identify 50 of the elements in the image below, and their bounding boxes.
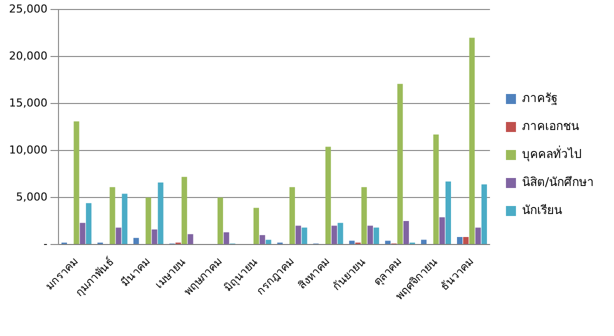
bar <box>403 220 409 244</box>
bar <box>446 182 451 244</box>
bar <box>86 203 92 244</box>
bar <box>133 238 139 244</box>
bar <box>332 226 338 244</box>
bar <box>439 217 445 244</box>
bar <box>218 198 224 244</box>
bar <box>457 236 463 244</box>
bar <box>325 146 331 244</box>
bar <box>433 134 439 244</box>
legend-label: บุคคลทั่วไป <box>522 145 582 162</box>
bar <box>361 187 367 244</box>
bar <box>266 240 272 244</box>
bar <box>80 222 86 244</box>
legend-label: ภาครัฐ <box>522 91 558 106</box>
legend-label: ภาคเอกชน <box>522 119 579 134</box>
bar <box>260 235 266 244</box>
bar <box>475 228 481 244</box>
bar <box>253 208 259 244</box>
y-tick-label: 25,000 <box>8 2 48 16</box>
y-tick-label: 15,000 <box>8 96 48 110</box>
bar <box>158 182 164 244</box>
bar <box>367 226 373 244</box>
bar <box>146 198 152 244</box>
bar <box>74 121 80 244</box>
bar <box>421 240 427 244</box>
legend-label: นักเรียน <box>522 203 562 218</box>
bar <box>116 228 122 244</box>
bar <box>397 84 403 244</box>
y-tick-label: 5,000 <box>16 190 48 204</box>
bar <box>289 187 295 244</box>
bar <box>188 234 194 244</box>
bar <box>463 236 469 244</box>
bar <box>338 222 344 244</box>
bar <box>122 194 128 244</box>
bar <box>224 232 230 244</box>
bar <box>110 187 116 244</box>
legend-label: นิสิต/นักศึกษา <box>522 175 594 190</box>
y-tick-label: 20,000 <box>8 49 48 62</box>
bar <box>182 176 188 244</box>
bar <box>374 228 380 244</box>
bar <box>385 240 391 244</box>
y-tick-label: 10,000 <box>8 143 48 156</box>
bar <box>481 184 487 244</box>
bar <box>296 226 302 244</box>
bar <box>349 240 355 244</box>
bar <box>469 38 475 244</box>
bar <box>302 228 308 244</box>
bar <box>152 229 158 244</box>
y-tick-label: - <box>44 237 48 250</box>
